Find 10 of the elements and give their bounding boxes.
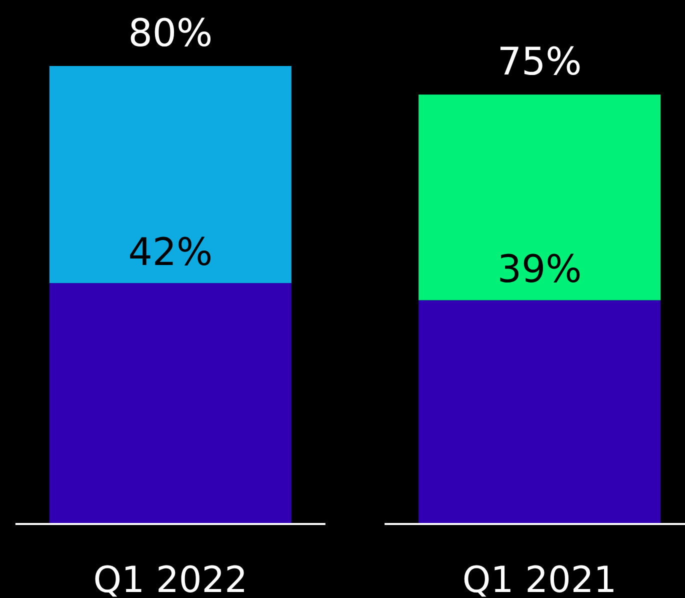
- bar: [49, 283, 292, 523]
- total-label: 75%: [497, 40, 582, 84]
- data-label: 39%: [497, 247, 582, 292]
- data-label: 42%: [128, 230, 213, 274]
- bar: [418, 94, 661, 300]
- x-tick-label: Q1 2022: [93, 560, 248, 598]
- bar: [49, 66, 292, 284]
- x-tick-label: Q1 2021: [462, 560, 617, 598]
- bar: [418, 300, 661, 523]
- total-label: 80%: [128, 11, 213, 55]
